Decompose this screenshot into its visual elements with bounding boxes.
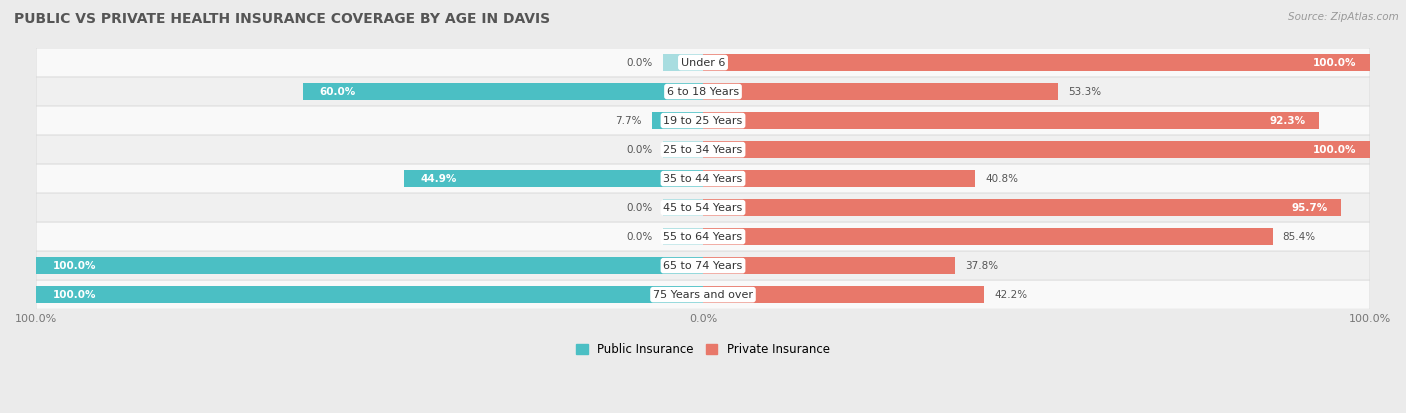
Text: Source: ZipAtlas.com: Source: ZipAtlas.com [1288, 12, 1399, 22]
Bar [703, 141, 1369, 158]
Text: 45 to 54 Years: 45 to 54 Years [664, 203, 742, 213]
Bar [302, 83, 703, 100]
FancyBboxPatch shape [37, 106, 1369, 135]
Text: 75 Years and over: 75 Years and over [652, 290, 754, 300]
Text: 0.0%: 0.0% [627, 145, 652, 154]
Bar [703, 54, 1369, 71]
FancyBboxPatch shape [37, 77, 1369, 106]
FancyBboxPatch shape [37, 135, 1369, 164]
Text: 53.3%: 53.3% [1069, 87, 1101, 97]
Text: 25 to 34 Years: 25 to 34 Years [664, 145, 742, 154]
Text: 6 to 18 Years: 6 to 18 Years [666, 87, 740, 97]
Text: 40.8%: 40.8% [986, 173, 1018, 184]
Bar [664, 54, 703, 71]
Bar [703, 112, 1319, 129]
Text: 85.4%: 85.4% [1282, 232, 1316, 242]
FancyBboxPatch shape [37, 222, 1369, 251]
Text: 100.0%: 100.0% [53, 290, 96, 300]
Text: 0.0%: 0.0% [627, 57, 652, 68]
Text: 60.0%: 60.0% [319, 87, 356, 97]
Text: 42.2%: 42.2% [994, 290, 1028, 300]
Bar [703, 83, 1059, 100]
FancyBboxPatch shape [37, 193, 1369, 222]
Text: 19 to 25 Years: 19 to 25 Years [664, 116, 742, 126]
Bar [404, 170, 703, 187]
Bar [703, 170, 976, 187]
Text: 95.7%: 95.7% [1292, 203, 1327, 213]
Bar [703, 286, 984, 303]
Text: 100.0%: 100.0% [1313, 145, 1357, 154]
Bar [664, 141, 703, 158]
FancyBboxPatch shape [37, 251, 1369, 280]
FancyBboxPatch shape [37, 280, 1369, 309]
Text: 0.0%: 0.0% [627, 203, 652, 213]
Legend: Public Insurance, Private Insurance: Public Insurance, Private Insurance [571, 338, 835, 361]
Text: 37.8%: 37.8% [965, 261, 998, 271]
Text: 100.0%: 100.0% [53, 261, 96, 271]
Bar [703, 199, 1341, 216]
Bar [664, 228, 703, 245]
Text: 0.0%: 0.0% [627, 232, 652, 242]
Text: PUBLIC VS PRIVATE HEALTH INSURANCE COVERAGE BY AGE IN DAVIS: PUBLIC VS PRIVATE HEALTH INSURANCE COVER… [14, 12, 550, 26]
Bar [37, 286, 703, 303]
FancyBboxPatch shape [37, 48, 1369, 77]
Text: 55 to 64 Years: 55 to 64 Years [664, 232, 742, 242]
Bar [703, 257, 955, 274]
Text: 92.3%: 92.3% [1270, 116, 1305, 126]
Text: 44.9%: 44.9% [420, 173, 457, 184]
Bar [703, 228, 1272, 245]
Bar [651, 112, 703, 129]
Bar [37, 257, 703, 274]
Text: Under 6: Under 6 [681, 57, 725, 68]
Text: 100.0%: 100.0% [1313, 57, 1357, 68]
FancyBboxPatch shape [37, 164, 1369, 193]
Bar [664, 199, 703, 216]
Text: 7.7%: 7.7% [616, 116, 641, 126]
Text: 35 to 44 Years: 35 to 44 Years [664, 173, 742, 184]
Text: 65 to 74 Years: 65 to 74 Years [664, 261, 742, 271]
